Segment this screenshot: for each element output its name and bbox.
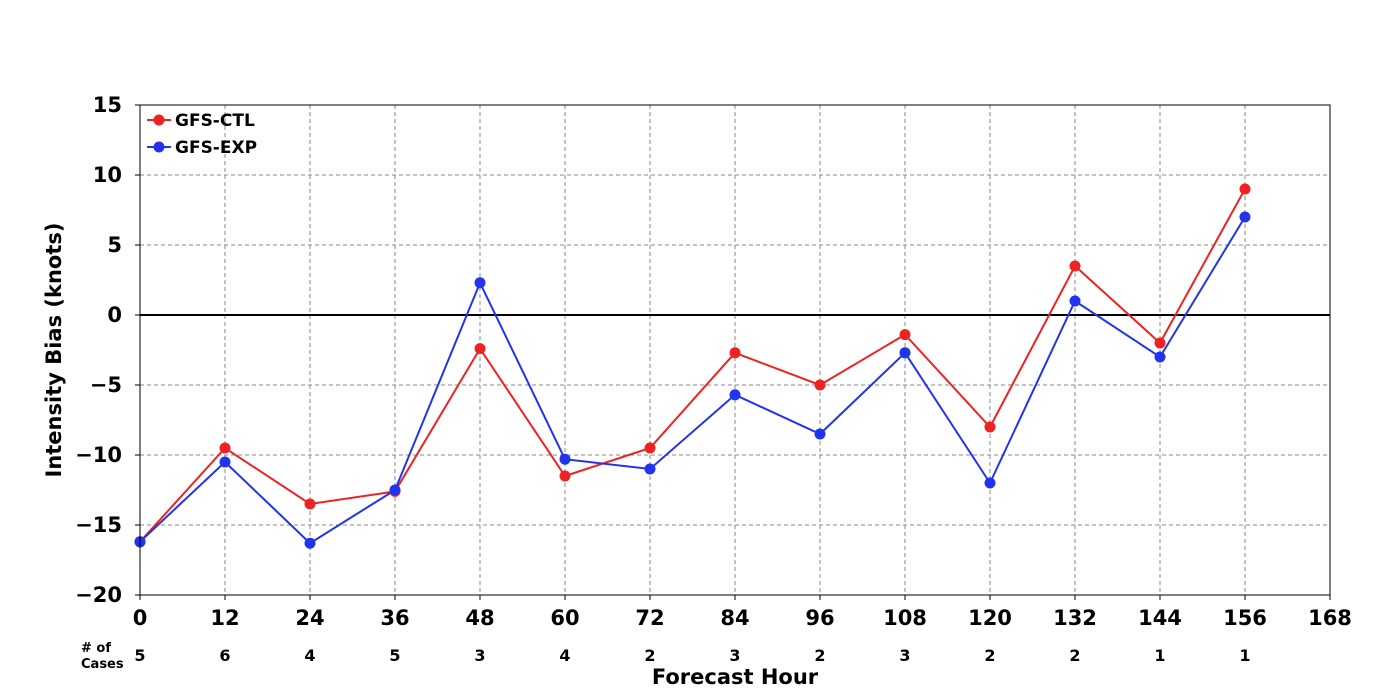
x-tick-label: 0 — [133, 606, 148, 630]
data-point — [814, 379, 826, 391]
y-tick-label: −20 — [75, 583, 122, 607]
data-point — [814, 428, 826, 440]
y-tick-label: −15 — [75, 513, 122, 537]
x-tick-label: 60 — [550, 606, 579, 630]
x-tick-label: 120 — [968, 606, 1012, 630]
case-count: 3 — [729, 646, 740, 665]
data-point — [304, 498, 316, 510]
data-point — [474, 277, 486, 289]
case-count: 2 — [984, 646, 995, 665]
data-point — [1239, 211, 1251, 223]
y-tick-label: 5 — [107, 233, 122, 257]
data-point — [644, 463, 656, 475]
y-axis-label: Intensity Bias (knots) — [42, 223, 66, 478]
data-point — [984, 421, 996, 433]
case-count: 3 — [899, 646, 910, 665]
data-point — [899, 329, 911, 341]
case-count: 4 — [559, 646, 570, 665]
x-tick-label: 168 — [1308, 606, 1352, 630]
y-tick-label: 15 — [93, 93, 122, 117]
x-tick-label: 48 — [465, 606, 494, 630]
data-point — [1239, 183, 1251, 195]
legend-label: GFS-CTL — [175, 111, 255, 131]
case-count: 1 — [1239, 646, 1250, 665]
data-point — [389, 484, 401, 496]
cases-row: 5 6 4 5 3 4 2 3 2 3 2 2 1 1 — [134, 646, 1250, 665]
x-tick-label: 144 — [1138, 606, 1182, 630]
data-point — [1154, 351, 1166, 363]
legend-marker — [153, 141, 165, 153]
x-tick-label: 24 — [295, 606, 324, 630]
case-count: 4 — [304, 646, 315, 665]
y-tick-label: −10 — [75, 443, 122, 467]
case-count: 3 — [474, 646, 485, 665]
case-count: 2 — [814, 646, 825, 665]
data-point — [984, 477, 996, 489]
series-line — [139, 188, 1246, 543]
case-count: 1 — [1154, 646, 1165, 665]
data-point — [219, 442, 231, 454]
x-tick-label: 108 — [883, 606, 927, 630]
y-tick-label: −5 — [90, 373, 122, 397]
data-point — [729, 347, 741, 359]
case-count: 5 — [389, 646, 400, 665]
data-point — [1069, 260, 1081, 272]
data-point — [219, 456, 231, 468]
legend-label: GFS-EXP — [175, 138, 257, 158]
data-point — [729, 389, 741, 401]
legend: GFS-CTL GFS-EXP — [147, 111, 257, 158]
x-axis-label: Forecast Hour — [652, 665, 819, 689]
cases-title-line2: Cases — [81, 657, 124, 672]
data-point — [304, 537, 316, 549]
case-count: 5 — [134, 646, 145, 665]
legend-marker — [153, 114, 165, 126]
series-line — [139, 216, 1246, 545]
case-count: 6 — [219, 646, 230, 665]
data-point — [1069, 295, 1081, 307]
data-point — [474, 343, 486, 355]
x-tick-label: 72 — [635, 606, 664, 630]
x-tick-label: 12 — [210, 606, 239, 630]
y-tick-label: 0 — [107, 303, 122, 327]
x-tick-label: 132 — [1053, 606, 1097, 630]
data-point — [644, 442, 656, 454]
case-count: 2 — [644, 646, 655, 665]
series-layer — [134, 183, 1251, 549]
x-tick-label: 156 — [1223, 606, 1267, 630]
x-tick-label: 96 — [805, 606, 834, 630]
case-count: 2 — [1069, 646, 1080, 665]
cases-title-line1: # of — [81, 641, 111, 656]
data-point — [1154, 337, 1166, 349]
x-tick-label: 36 — [380, 606, 409, 630]
data-point — [899, 347, 911, 359]
x-tick-label: 84 — [720, 606, 749, 630]
data-point — [559, 470, 571, 482]
data-point — [559, 453, 571, 465]
y-tick-label: 10 — [93, 163, 122, 187]
tick-labels: 0 12 24 36 48 60 72 84 96 108 120 132 144 156 168 15 10 5… — [75, 93, 1352, 630]
